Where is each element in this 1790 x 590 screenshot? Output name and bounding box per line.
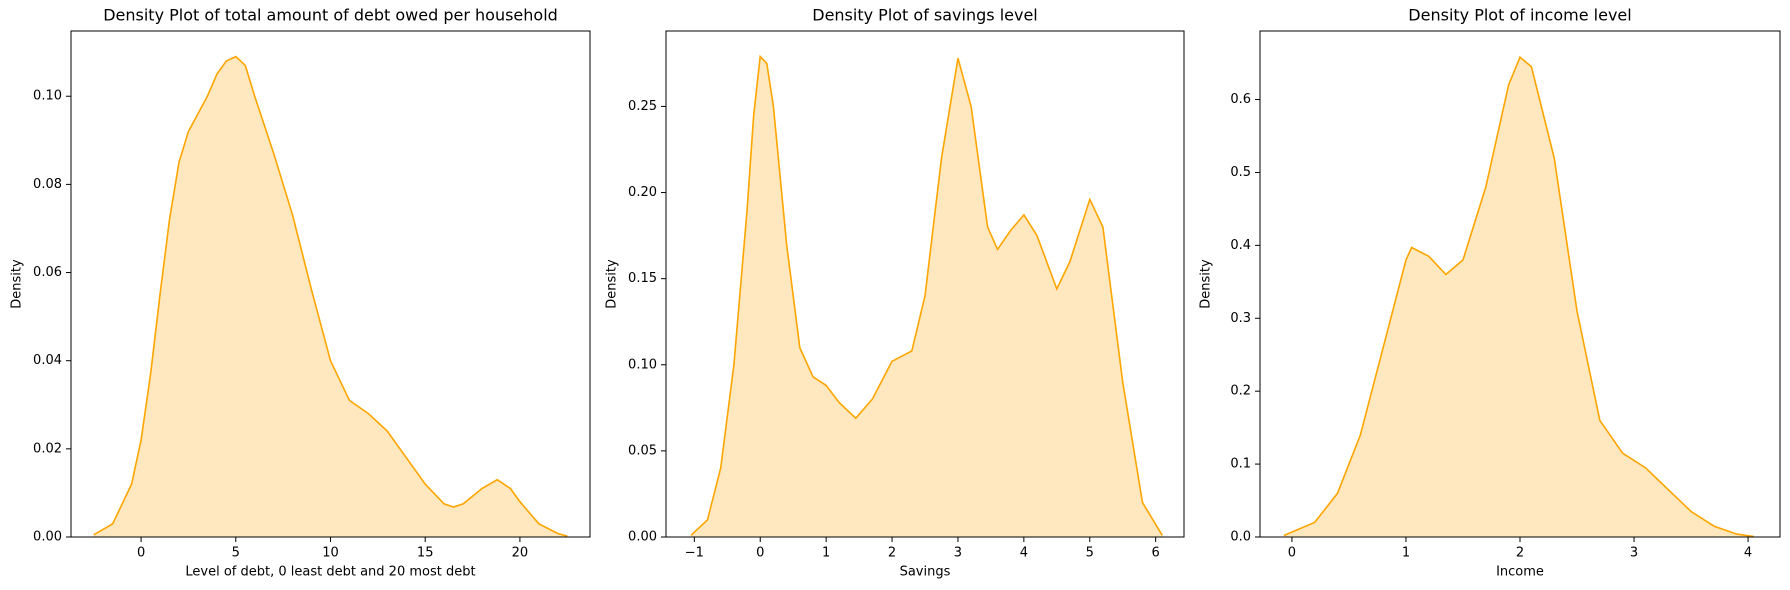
y-tick-label: 0.10 <box>33 89 62 104</box>
y-tick-label: 0.0 <box>1230 530 1251 545</box>
y-tick-label: 0.00 <box>33 530 62 545</box>
y-tick-label: 0.5 <box>1230 165 1251 180</box>
x-tick-label: 15 <box>417 546 434 561</box>
chart-title: Density Plot of savings level <box>812 6 1037 25</box>
x-tick-label: 1 <box>1402 546 1410 561</box>
x-tick-label: 0 <box>137 546 145 561</box>
y-tick-label: 0.20 <box>628 185 657 200</box>
y-tick-label: 0.1 <box>1230 457 1251 472</box>
x-tick-label: 4 <box>1744 546 1752 561</box>
x-axis-label: Savings <box>900 565 951 580</box>
x-tick-label: −1 <box>685 546 704 561</box>
y-tick-label: 0.06 <box>33 265 62 280</box>
y-tick-label: 0.10 <box>628 357 657 372</box>
density-area <box>93 56 568 537</box>
x-tick-label: 4 <box>1020 546 1028 561</box>
x-tick-label: 0 <box>1288 546 1296 561</box>
x-tick-label: 5 <box>232 546 240 561</box>
x-tick-label: 3 <box>954 546 962 561</box>
x-tick-label: 20 <box>512 546 529 561</box>
x-tick-label: 6 <box>1152 546 1160 561</box>
x-tick-label: 10 <box>322 546 339 561</box>
y-tick-label: 0.15 <box>628 271 657 286</box>
y-axis-label: Density <box>1199 259 1214 309</box>
density-line <box>93 55 568 537</box>
x-axis-label: Income <box>1496 565 1544 580</box>
y-tick-label: 0.05 <box>628 443 657 458</box>
x-tick-label: 2 <box>1516 546 1524 561</box>
plot-frame <box>665 30 1185 538</box>
y-tick-label: 0.25 <box>628 99 657 114</box>
y-tick-label: 0.02 <box>33 441 62 456</box>
y-axis-label: Density <box>605 259 620 309</box>
density-line <box>1283 55 1754 538</box>
y-tick-label: 0.00 <box>628 530 657 545</box>
x-tick-label: 0 <box>756 546 764 561</box>
x-tick-label: 2 <box>888 546 896 561</box>
y-tick-label: 0.6 <box>1230 92 1251 107</box>
y-tick-label: 0.3 <box>1230 311 1251 326</box>
chart-title: Density Plot of total amount of debt owe… <box>103 6 558 25</box>
chart-title: Density Plot of income level <box>1408 6 1631 25</box>
density-area <box>1283 57 1754 537</box>
x-tick-label: 1 <box>822 546 830 561</box>
x-tick-label: 3 <box>1630 546 1638 561</box>
density-line <box>690 54 1163 536</box>
x-axis-label: Level of debt, 0 least debt and 20 most … <box>185 565 475 580</box>
y-axis-label: Density <box>10 259 25 309</box>
y-tick-label: 0.04 <box>33 353 62 368</box>
y-tick-label: 0.4 <box>1230 238 1251 253</box>
y-tick-label: 0.08 <box>33 177 62 192</box>
x-tick-label: 5 <box>1086 546 1094 561</box>
density-area <box>691 56 1163 537</box>
y-tick-label: 0.2 <box>1230 384 1251 399</box>
